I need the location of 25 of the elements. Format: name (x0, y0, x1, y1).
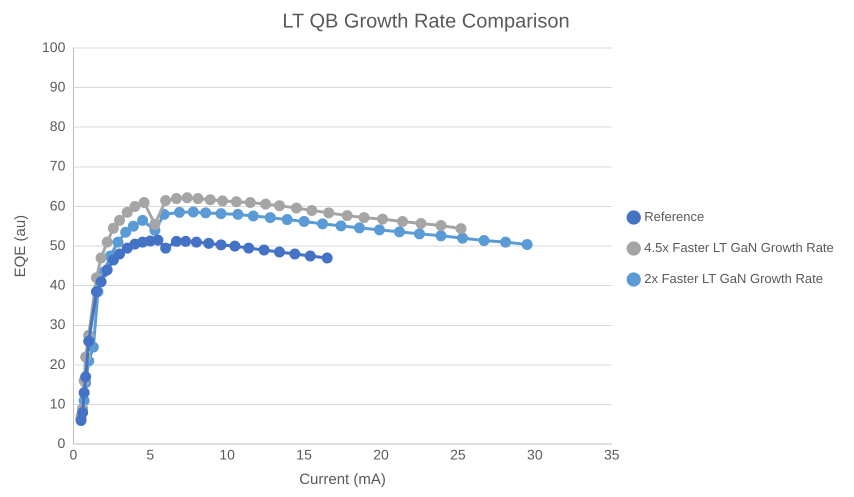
y-tick-label: 40 (50, 276, 66, 293)
x-tick-label: 30 (527, 446, 543, 462)
y-tick-label: 80 (50, 118, 66, 134)
x-tick-label: 0 (69, 446, 78, 462)
y-tick-label: 0 (58, 435, 66, 452)
y-tick-label: 20 (50, 356, 66, 372)
legend-label: Reference (644, 209, 704, 224)
y-tick-label: 50 (50, 236, 66, 253)
y-tick-label: 70 (50, 158, 66, 174)
y-tick-label: 30 (50, 316, 66, 332)
y-axis-title: EQE (au) (12, 214, 30, 278)
x-tick-label: 5 (146, 446, 154, 462)
y-tick-label: 60 (50, 197, 66, 214)
x-tick-label: 15 (296, 446, 312, 462)
chart-title: LT QB Growth Rate Comparison (282, 10, 570, 33)
x-axis-title: Current (mA) (299, 471, 386, 488)
x-tick-label: 10 (219, 446, 236, 462)
y-tick-label: 90 (50, 78, 66, 94)
x-tick-label: 35 (604, 446, 620, 462)
x-tick-label: 25 (450, 446, 466, 462)
y-tick-label: 10 (50, 395, 66, 412)
legend-label: 4.5x Faster LT GaN Growth Rate (644, 240, 834, 256)
y-tick-label: 100 (42, 38, 66, 55)
legend-label: 2x Faster LT GaN Growth Rate (644, 271, 823, 286)
x-tick-label: 20 (373, 446, 389, 462)
